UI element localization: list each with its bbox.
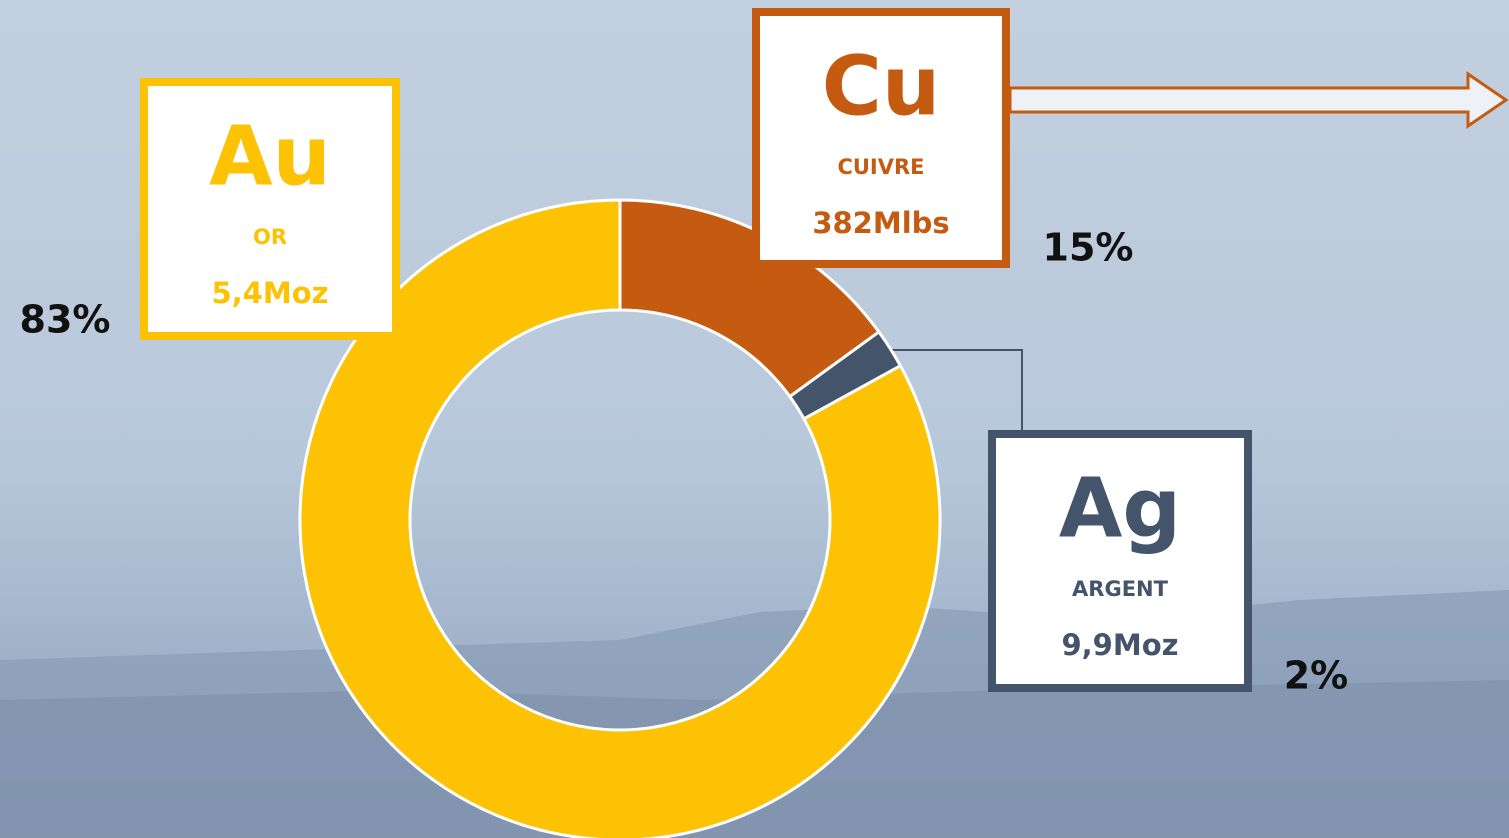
element-name: CUIVRE xyxy=(837,155,924,179)
label-box xyxy=(988,430,1252,692)
percent-label: 2% xyxy=(1284,654,1349,698)
element-name: ARGENT xyxy=(1072,577,1169,601)
element-symbol: Ag xyxy=(1059,461,1181,556)
element-amount: 9,9Moz xyxy=(1061,628,1178,662)
percent-label: 15% xyxy=(1043,226,1134,270)
arrow xyxy=(1008,71,1509,129)
percent-label: 83% xyxy=(20,298,111,342)
label-box xyxy=(140,78,400,340)
element-name: OR xyxy=(253,225,287,249)
element-symbol: Cu xyxy=(822,39,941,134)
element-amount: 382Mlbs xyxy=(812,206,949,240)
label-box xyxy=(752,8,1010,268)
connector xyxy=(885,349,1023,430)
element-symbol: Au xyxy=(209,109,331,204)
donut-segment xyxy=(298,198,942,838)
element-amount: 5,4Moz xyxy=(211,276,328,310)
